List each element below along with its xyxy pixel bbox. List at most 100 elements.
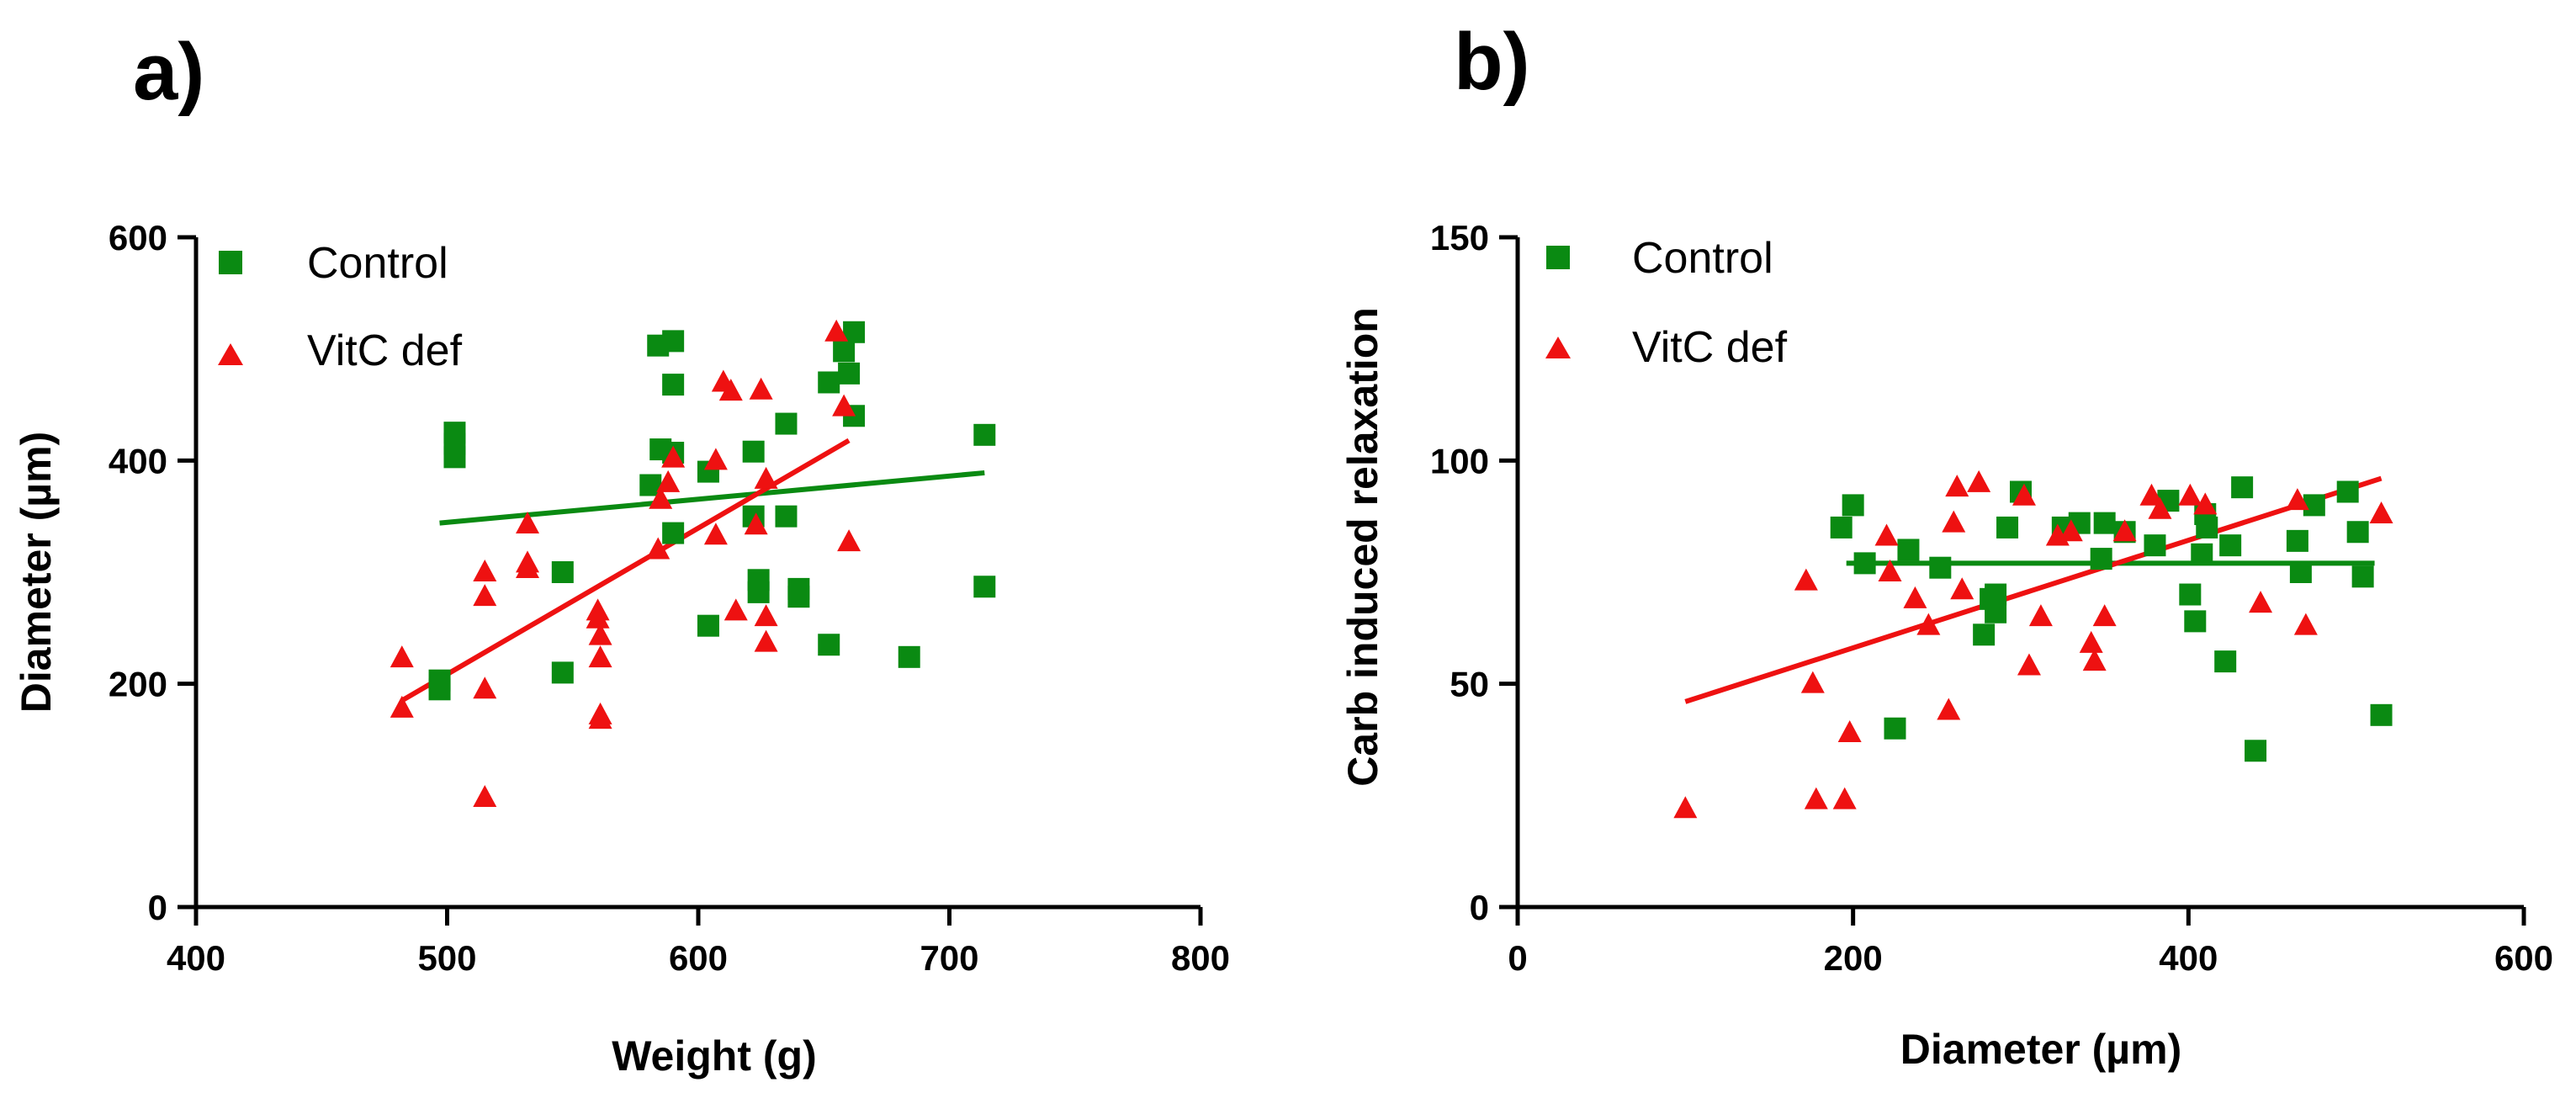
chart-b-x-tick-label: 200 <box>1824 938 1883 978</box>
chart-b-point-vitc-def <box>2017 653 2041 676</box>
chart-b-point-control <box>2191 543 2213 565</box>
chart-b-point-control <box>2346 521 2369 544</box>
chart-b-x-tick-label: 0 <box>1508 938 1527 978</box>
chart-b-axes: 0 200 400 600 0 50 100 150 <box>1430 218 2553 978</box>
chart-b-point-vitc-def <box>1800 671 1825 693</box>
chart-b-point-vitc-def <box>2028 604 2053 627</box>
chart-b-point-control <box>2303 494 2325 517</box>
chart-a-y-tick-label: 400 <box>109 441 167 480</box>
chart-b-point-vitc-def <box>1945 475 1969 497</box>
panel-b-label: b) <box>1454 17 1530 107</box>
chart-b-point-control <box>2144 534 2166 557</box>
chart-a-point-vitc-def <box>749 377 773 400</box>
chart-b-point-vitc-def <box>1950 577 1974 600</box>
chart-b-point-vitc-def <box>2285 488 2309 511</box>
chart-a-point-control <box>443 422 466 444</box>
chart-b-legend: Control VitC def <box>1545 234 1788 372</box>
chart-b-x-axis-title: Diameter (µm) <box>1900 1026 2181 1073</box>
chart-b-point-vitc-def <box>2082 649 2107 671</box>
chart-a-point-vitc-def <box>473 784 497 807</box>
chart-b: b) 0 200 400 600 0 50 100 150 Diameter (µm) Car… <box>1339 17 2553 1073</box>
chart-b-point-vitc-def <box>2193 492 2218 515</box>
chart-b-marks <box>1673 470 2393 819</box>
chart-b-fit-line-vitc-def <box>1684 475 2383 704</box>
chart-a-point-vitc-def <box>724 598 748 621</box>
chart-b-point-vitc-def <box>1878 560 1902 581</box>
chart-a-point-vitc-def <box>754 629 778 652</box>
chart-b-point-vitc-def <box>2059 519 2083 542</box>
chart-b-point-vitc-def <box>1916 613 1941 635</box>
chart-a-point-control <box>818 634 840 656</box>
chart-b-y-tick-label: 100 <box>1430 441 1489 480</box>
chart-a-point-control <box>787 586 810 608</box>
chart-a-axes: 400 500 600 700 800 0 200 400 600 <box>109 218 1230 978</box>
chart-b-point-vitc-def <box>1937 698 1961 720</box>
legend-b-vitc-label: VitC def <box>1632 323 1788 372</box>
chart-b-point-vitc-def <box>1837 720 1862 743</box>
chart-a-point-control <box>742 440 765 463</box>
chart-b-point-control <box>1929 556 1952 579</box>
chart-b-point-control <box>1853 552 1876 575</box>
chart-a-point-control <box>662 522 685 544</box>
chart-a-point-vitc-def <box>837 529 861 552</box>
chart-a-point-control <box>838 362 861 385</box>
chart-a-point-vitc-def <box>473 560 497 581</box>
legend-b-control-label: Control <box>1632 234 1773 283</box>
chart-b-point-vitc-def <box>2092 604 2117 627</box>
chart-b-point-control <box>2231 476 2254 499</box>
chart-a-x-axis-title: Weight (g) <box>612 1032 816 1080</box>
chart-a-point-control <box>697 614 719 637</box>
chart-b-point-control <box>2289 561 2312 583</box>
chart-b-point-control <box>1830 516 1852 539</box>
chart-a-point-control <box>898 645 920 668</box>
chart-a-marks <box>390 319 996 807</box>
chart-b-point-vitc-def <box>2112 519 2137 542</box>
chart-b-point-vitc-def <box>2148 496 2172 519</box>
chart-a-y-tick-label: 0 <box>148 888 167 927</box>
chart-a-point-vitc-def <box>754 604 778 627</box>
chart-b-point-control <box>2245 740 2267 762</box>
chart-b-point-control <box>2336 480 2359 503</box>
chart-a-point-control <box>818 371 840 394</box>
chart-a-point-vitc-def <box>516 556 540 579</box>
chart-a-point-vitc-def <box>390 695 414 718</box>
chart-b-point-control <box>2219 534 2242 557</box>
chart-b-point-vitc-def <box>2012 483 2036 506</box>
legend-b-control-marker <box>1546 246 1570 269</box>
chart-a-point-vitc-def <box>649 486 673 509</box>
chart-a-point-vitc-def <box>703 523 728 545</box>
chart-a-point-vitc-def <box>656 470 681 492</box>
chart-b-point-vitc-def <box>1942 510 1966 533</box>
chart-b-point-control <box>1897 539 1920 561</box>
legend-a-control-marker <box>219 251 242 274</box>
chart-b-point-vitc-def <box>2139 483 2164 506</box>
chart-a-y-tick-label: 600 <box>109 218 167 257</box>
legend-a-control-label: Control <box>307 239 448 288</box>
chart-a-point-vitc-def <box>516 511 540 533</box>
chart-b-point-vitc-def <box>1794 568 1818 591</box>
chart-a-point-control <box>428 669 451 692</box>
chart-a-point-control <box>833 340 856 363</box>
chart-a-point-control <box>973 423 996 446</box>
chart-b-point-control <box>2286 529 2308 552</box>
chart-b-point-vitc-def <box>2249 591 2273 613</box>
chart-b-point-control <box>1973 623 1996 646</box>
chart-a-point-control <box>662 374 685 396</box>
panel-a-label: a) <box>133 27 204 117</box>
chart-a-point-vitc-def <box>832 394 856 417</box>
chart-a-x-tick-label: 800 <box>1171 938 1230 978</box>
chart-b-point-vitc-def <box>2369 501 2393 524</box>
chart-b-x-tick-label: 600 <box>2494 938 2553 978</box>
legend-b-vitc-marker <box>1545 337 1571 358</box>
chart-b-point-control <box>2184 610 2207 633</box>
chart-b-point-vitc-def <box>1903 586 1927 608</box>
chart-a-point-control <box>973 576 996 598</box>
chart-a-fit-line-vitc-def <box>400 438 851 703</box>
chart-a-point-vitc-def <box>473 676 497 699</box>
chart-b-point-vitc-def <box>2079 630 2103 653</box>
chart-b-point-control <box>2351 565 2374 588</box>
chart-a-point-vitc-def <box>824 319 849 342</box>
chart-b-point-control <box>2179 583 2202 606</box>
